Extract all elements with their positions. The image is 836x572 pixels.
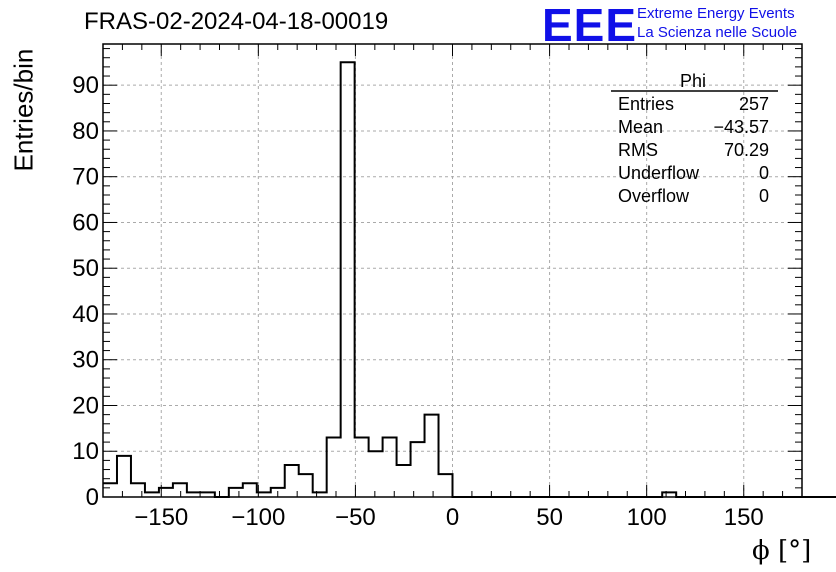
y-tick-label: 0 [86,484,99,511]
logo-line-1: Extreme Energy Events [637,5,795,22]
histogram-bin [103,483,117,497]
y-tick-label: 30 [72,347,99,374]
stats-label: Overflow [618,186,690,206]
x-axis-title: ϕ [°] [752,536,812,566]
logo-line-2: La Scienza nelle Scuole [637,24,798,41]
stats-label: Underflow [618,163,700,183]
stats-value: 70.29 [724,140,769,160]
x-tick-label: 50 [536,504,563,531]
histogram-bin [117,456,131,497]
stats-value: −43.57 [713,117,769,137]
stats-value: 0 [759,186,769,206]
histogram-bin [173,483,187,497]
y-tick-label: 80 [72,118,99,145]
y-tick-label: 10 [72,438,99,465]
stats-label: RMS [618,140,658,160]
y-tick-label: 70 [72,164,99,191]
histogram-bin [341,62,355,497]
stats-box: Phi Entries 257 Mean −43.57 RMS 70.29 Underflow… [611,71,778,206]
x-tick-label: 0 [446,504,459,531]
histogram-bin [229,488,243,497]
x-tick-label: −150 [134,504,188,531]
stats-label: Entries [618,94,674,114]
histogram-bin [131,483,145,497]
histogram-bin [355,438,369,497]
y-tick-label: 90 [72,72,99,99]
histogram-bin [327,438,341,497]
histogram-bin [243,483,257,497]
stats-title: Phi [680,71,706,91]
histogram-bin [425,415,439,497]
x-tick-label: 100 [627,504,667,531]
x-tick-label: −100 [231,504,285,531]
y-tick-label: 50 [72,255,99,282]
histogram-bin [439,474,453,497]
y-tick-label: 40 [72,301,99,328]
y-tick-label: 20 [72,392,99,419]
histogram-bin [411,442,425,497]
histogram-bin [383,438,397,497]
histogram-bin [285,465,299,497]
histogram-bin [369,451,383,497]
x-tick-label: 150 [724,504,764,531]
histogram-bin [397,465,411,497]
y-tick-label: 60 [72,209,99,236]
histogram-bin [299,474,313,497]
y-axis-title: Entries/bin [8,48,39,172]
eee-logo-caption: Extreme Energy Events La Scienza nelle S… [637,4,797,42]
stats-value: 0 [759,163,769,183]
stats-value: 257 [739,94,769,114]
plot-title: FRAS-02-2024-04-18-00019 [84,8,389,35]
x-tick-label: −50 [335,504,376,531]
stats-label: Mean [618,117,663,137]
eee-logo: EEE [542,0,638,51]
